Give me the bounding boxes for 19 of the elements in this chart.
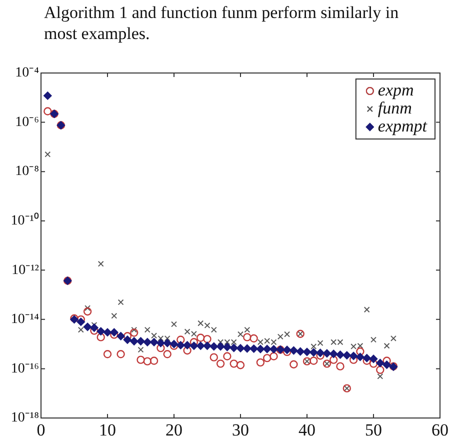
x-tick-label: 0 [36, 420, 46, 440]
x-tick-label: 30 [232, 420, 249, 440]
legend-label: expmpt [378, 116, 428, 136]
y-tick-label: 10⁻¹² [12, 262, 39, 278]
y-tick-label: 10⁻⁸ [15, 164, 40, 180]
x-tick-label: 10 [99, 420, 116, 440]
y-tick-label: 10⁻¹⁸ [10, 410, 40, 426]
text: Algorithm 1 and function funm perform similarly in most examples. [44, 3, 399, 43]
legend-label: funm [378, 98, 412, 118]
y-tick-label: 10⁻⁴ [15, 66, 40, 81]
legend-label: expm [378, 80, 414, 100]
y-tick-label: 10⁻¹⁴ [10, 312, 40, 328]
x-tick-label: 50 [365, 420, 382, 440]
y-tick-label: 10⁻¹⁶ [10, 361, 40, 376]
y-tick-label: 10⁻⁶ [15, 114, 40, 130]
x-tick-label: 40 [298, 420, 316, 440]
y-tick-label: 10⁻¹⁰ [10, 212, 39, 229]
x-tick-label: 60 [432, 420, 448, 440]
x-tick-label: 20 [166, 420, 182, 440]
